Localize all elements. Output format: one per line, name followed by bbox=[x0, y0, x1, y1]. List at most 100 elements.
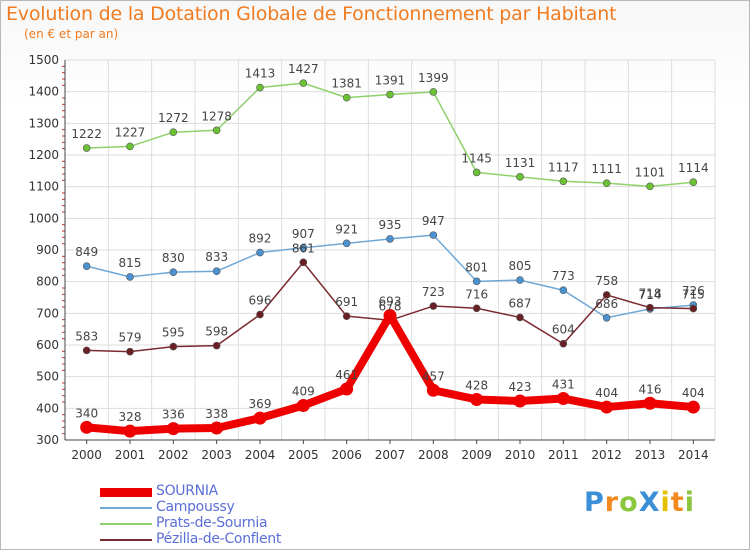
data-label: 1413 bbox=[245, 67, 276, 81]
logo-letter: i bbox=[684, 487, 695, 518]
data-point bbox=[429, 88, 438, 96]
data-label: 715 bbox=[682, 288, 705, 302]
data-label: 718 bbox=[639, 287, 662, 301]
x-tick-label: 2006 bbox=[331, 448, 362, 462]
y-tick-label: 900 bbox=[36, 243, 59, 257]
data-label: 409 bbox=[292, 384, 315, 398]
data-point bbox=[472, 168, 481, 177]
y-tick-label: 1200 bbox=[28, 148, 59, 162]
data-point bbox=[429, 231, 438, 239]
logo-letter: t bbox=[670, 487, 685, 518]
y-tick-label: 1400 bbox=[28, 85, 59, 99]
data-label: 1381 bbox=[331, 77, 362, 91]
data-point bbox=[516, 313, 524, 322]
legend-item: Prats-de-Sournia bbox=[100, 515, 340, 532]
data-point bbox=[169, 268, 178, 276]
legend-item: SOURNIA bbox=[100, 483, 340, 500]
data-label: 340 bbox=[75, 406, 98, 420]
data-label: 815 bbox=[119, 256, 142, 270]
legend-label: SOURNIA bbox=[156, 483, 218, 499]
legend-item: Campoussy bbox=[100, 499, 340, 516]
legend-swatch bbox=[100, 523, 152, 525]
data-label: 338 bbox=[205, 407, 228, 421]
data-point bbox=[342, 93, 351, 102]
x-tick-label: 2004 bbox=[245, 448, 276, 462]
data-label: 1101 bbox=[635, 165, 666, 179]
x-tick-label: 2001 bbox=[115, 448, 146, 462]
y-tick-label: 600 bbox=[36, 338, 59, 352]
data-point bbox=[602, 291, 611, 299]
data-point bbox=[516, 276, 524, 284]
data-point bbox=[256, 310, 264, 319]
data-label: 691 bbox=[335, 295, 358, 309]
data-point bbox=[212, 126, 221, 135]
data-point bbox=[126, 347, 134, 356]
data-label: 595 bbox=[162, 326, 185, 340]
data-point bbox=[559, 177, 568, 186]
y-tick-label: 500 bbox=[36, 370, 59, 384]
data-point bbox=[426, 383, 440, 397]
data-label: 773 bbox=[552, 269, 575, 283]
data-label: 604 bbox=[552, 323, 575, 337]
data-point bbox=[210, 421, 224, 435]
data-point bbox=[256, 248, 264, 257]
data-point bbox=[82, 262, 91, 270]
y-tick-label: 800 bbox=[36, 275, 59, 289]
x-tick-label: 2008 bbox=[418, 448, 449, 462]
data-label: 1399 bbox=[418, 71, 449, 85]
logo-letter: X bbox=[638, 487, 661, 518]
data-point bbox=[686, 400, 700, 414]
x-tick-label: 2003 bbox=[201, 448, 232, 462]
data-label: 428 bbox=[465, 378, 488, 392]
data-point bbox=[516, 173, 524, 181]
data-point bbox=[342, 239, 351, 248]
data-point bbox=[169, 342, 178, 351]
x-tick-label: 2005 bbox=[288, 448, 319, 462]
data-label: 907 bbox=[292, 227, 315, 241]
data-label: 947 bbox=[422, 214, 445, 228]
legend-swatch bbox=[100, 539, 152, 541]
data-label: 328 bbox=[119, 410, 142, 424]
data-point bbox=[212, 341, 221, 350]
data-label: 416 bbox=[639, 382, 662, 396]
data-label: 714 bbox=[639, 288, 662, 302]
legend-label: Prats-de-Sournia bbox=[156, 515, 268, 531]
data-point bbox=[342, 312, 351, 320]
data-point bbox=[689, 304, 698, 313]
data-label: 833 bbox=[205, 250, 228, 264]
data-point bbox=[646, 182, 654, 191]
x-tick-label: 2009 bbox=[461, 448, 492, 462]
data-point bbox=[643, 396, 657, 410]
data-label: 457 bbox=[422, 369, 445, 383]
data-label: 404 bbox=[682, 386, 705, 400]
data-label: 758 bbox=[595, 274, 618, 288]
data-point bbox=[689, 178, 698, 187]
axis-layer: 300 400 500 600 700 800 900 1000 1100 1200 1300 140… bbox=[28, 53, 715, 462]
data-point bbox=[513, 394, 527, 408]
data-point bbox=[646, 303, 654, 312]
data-label: 1117 bbox=[548, 160, 579, 174]
data-label: 687 bbox=[509, 296, 532, 310]
data-label: 369 bbox=[249, 397, 272, 411]
grid-layer bbox=[64, 59, 716, 441]
data-point bbox=[559, 339, 568, 348]
data-point bbox=[602, 179, 611, 187]
data-label: 1278 bbox=[201, 109, 232, 123]
data-point bbox=[602, 313, 611, 322]
data-point bbox=[386, 235, 394, 243]
data-label: 892 bbox=[249, 232, 272, 246]
y-tick-label: 1300 bbox=[28, 116, 59, 130]
y-tick-label: 1100 bbox=[28, 180, 59, 194]
data-point bbox=[556, 392, 570, 406]
data-label: 1114 bbox=[678, 161, 709, 175]
data-label: 696 bbox=[249, 294, 272, 308]
data-label: 726 bbox=[682, 284, 705, 298]
logo-letter: o bbox=[619, 487, 639, 518]
data-label: 1145 bbox=[461, 151, 492, 165]
data-point bbox=[600, 400, 614, 414]
data-label: 861 bbox=[292, 241, 315, 255]
x-tick-label: 2013 bbox=[635, 448, 666, 462]
data-label: 686 bbox=[595, 297, 618, 311]
data-label: 830 bbox=[162, 251, 185, 265]
